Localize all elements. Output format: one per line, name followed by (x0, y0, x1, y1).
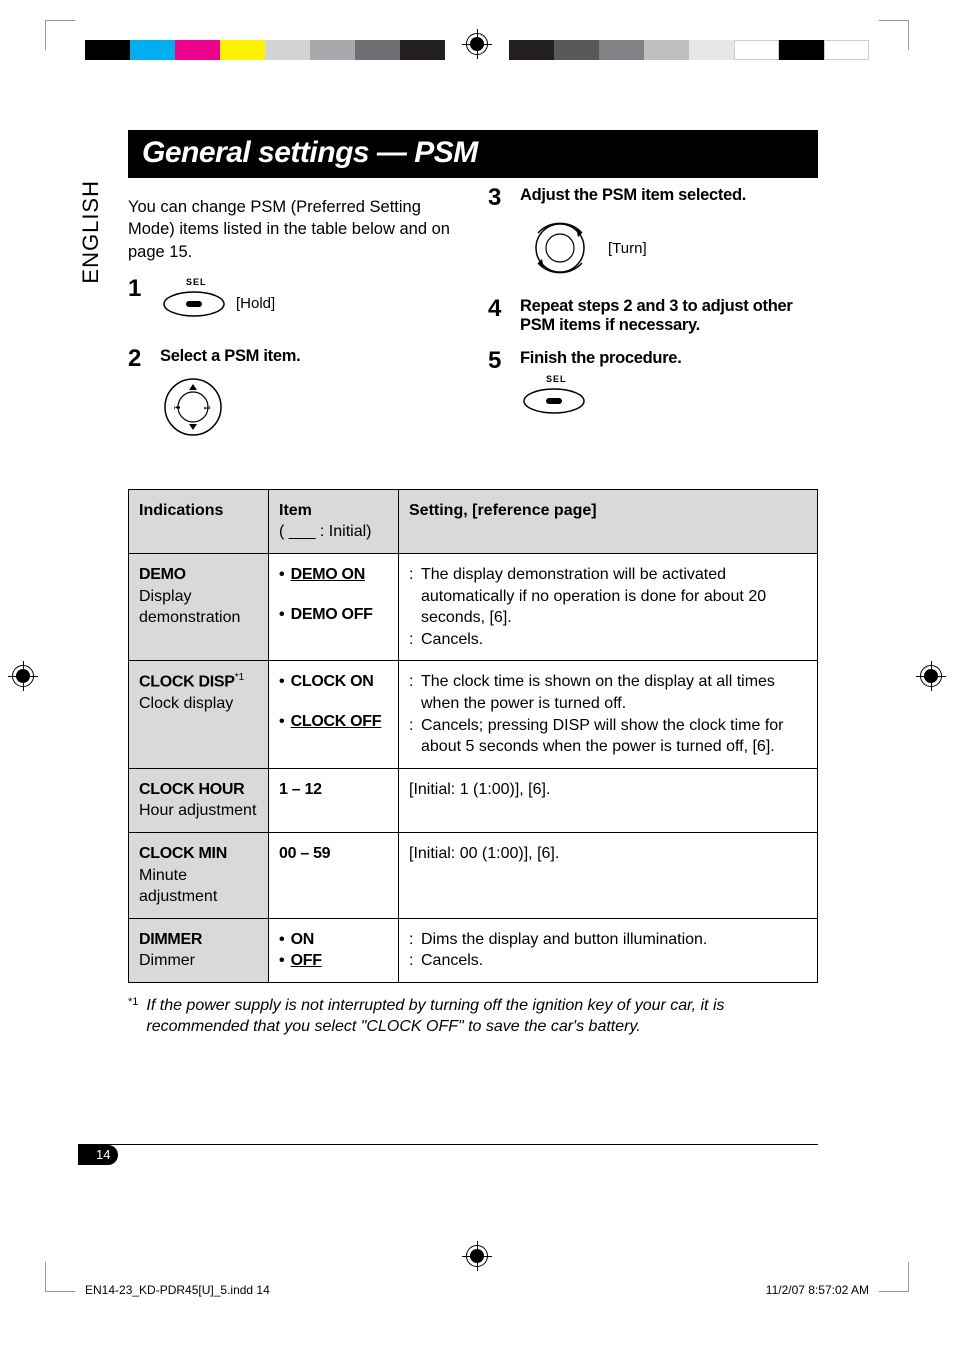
item-header: Item (279, 502, 312, 519)
item-option: 1 – 12 (279, 781, 322, 798)
table-row: CLOCK MIN Minute adjustment 00 – 59 [Ini… (129, 832, 818, 918)
indication-desc: demonstration (139, 609, 240, 626)
table-row: DEMO Display demonstration DEMO ON DEMO … (129, 553, 818, 660)
crop-mark (879, 20, 909, 50)
footer-timestamp: 11/2/07 8:57:02 AM (766, 1283, 869, 1297)
item-option: OFF (291, 950, 322, 972)
turn-hint: [Turn] (608, 240, 647, 257)
turn-dial-icon (520, 213, 600, 283)
indication-desc: Clock display (139, 695, 233, 712)
item-option: DEMO OFF (291, 604, 373, 626)
page-content: General settings — PSM You can change PS… (128, 130, 818, 1038)
setting-desc: Cancels. (421, 950, 807, 972)
svg-text:⏮: ⏮ (174, 405, 180, 412)
item-option: CLOCK ON (291, 671, 374, 693)
item-sub-header: ( ___ : Initial) (279, 523, 371, 540)
sel-label: SEL (546, 374, 818, 384)
psm-settings-table: Indications Item ( ___ : Initial) Settin… (128, 489, 818, 983)
setting-desc: The clock time is shown on the display a… (421, 671, 807, 714)
indication-name: CLOCK MIN (139, 845, 227, 862)
footnote-ref: *1 (235, 672, 244, 683)
registration-mark (466, 33, 488, 55)
dpad-icon: ⏮ ⏭ (160, 374, 226, 440)
step-number: 1 (128, 277, 148, 319)
crop-mark (45, 20, 75, 50)
item-option: DEMO ON (291, 564, 365, 586)
setting-desc: [Initial: 1 (1:00)], [6]. (399, 768, 818, 832)
indication-name: CLOCK HOUR (139, 781, 244, 798)
intro-text: You can change PSM (Preferred Setting Mo… (128, 196, 458, 263)
table-row: CLOCK DISP*1 Clock display CLOCK ON CLOC… (129, 661, 818, 768)
table-row: CLOCK HOUR Hour adjustment 1 – 12 [Initi… (129, 768, 818, 832)
setting-desc: [Initial: 00 (1:00)], [6]. (399, 832, 818, 918)
indication-name: DIMMER (139, 931, 202, 948)
table-row: DIMMER Dimmer ON OFF :Dims the display a… (129, 918, 818, 982)
footnote-text: If the power supply is not interrupted b… (146, 995, 818, 1038)
indication-desc: Minute adjustment (139, 867, 217, 906)
sel-button-icon (520, 386, 588, 416)
table-header: Setting, [reference page] (399, 489, 818, 553)
svg-text:⏭: ⏭ (204, 405, 211, 412)
setting-desc: The display demonstration will be activa… (421, 564, 807, 629)
footnote-mark: *1 (128, 995, 138, 1038)
step-title: Repeat steps 2 and 3 to adjust other PSM… (520, 297, 818, 335)
footnote: *1 If the power supply is not interrupte… (128, 995, 818, 1038)
crop-mark (879, 1262, 909, 1292)
step-number: 5 (488, 349, 508, 421)
registration-mark (920, 665, 942, 687)
sel-label: SEL (186, 277, 458, 287)
table-header: Indications (129, 489, 269, 553)
print-footer: EN14-23_KD-PDR45[U]_5.indd 14 11/2/07 8:… (85, 1283, 869, 1297)
setting-desc: Dims the display and button illumination… (421, 929, 807, 951)
item-option: ON (291, 929, 314, 951)
step-title: Adjust the PSM item selected. (520, 186, 818, 205)
step-title: Finish the procedure. (520, 349, 818, 368)
page-title: General settings — PSM (128, 130, 818, 178)
setting-desc: Cancels. (421, 629, 807, 651)
indication-desc: Hour adjustment (139, 802, 256, 819)
indication-desc: Dimmer (139, 952, 195, 969)
page-number-value: 14 (96, 1147, 110, 1162)
crop-mark (45, 1262, 75, 1292)
hold-hint: [Hold] (236, 295, 275, 312)
step-number: 2 (128, 347, 148, 445)
footer-file: EN14-23_KD-PDR45[U]_5.indd 14 (85, 1283, 270, 1297)
page-number: 14 (78, 1145, 130, 1165)
item-option: 00 – 59 (279, 845, 330, 862)
indication-desc: Display (139, 588, 191, 605)
item-option: CLOCK OFF (291, 711, 382, 733)
registration-mark (466, 1245, 488, 1267)
language-tab: ENGLISH (78, 180, 104, 284)
registration-mark (12, 665, 34, 687)
step-number: 3 (488, 186, 508, 283)
indication-name: CLOCK DISP (139, 674, 235, 691)
step-title: Select a PSM item. (160, 347, 458, 366)
step-number: 4 (488, 297, 508, 335)
table-header: Item ( ___ : Initial) (269, 489, 399, 553)
color-strip-left (85, 40, 445, 60)
color-strip-right (509, 40, 869, 60)
sel-button-icon (160, 289, 228, 319)
indication-name: DEMO (139, 566, 186, 583)
setting-desc: Cancels; pressing DISP will show the clo… (421, 715, 807, 758)
